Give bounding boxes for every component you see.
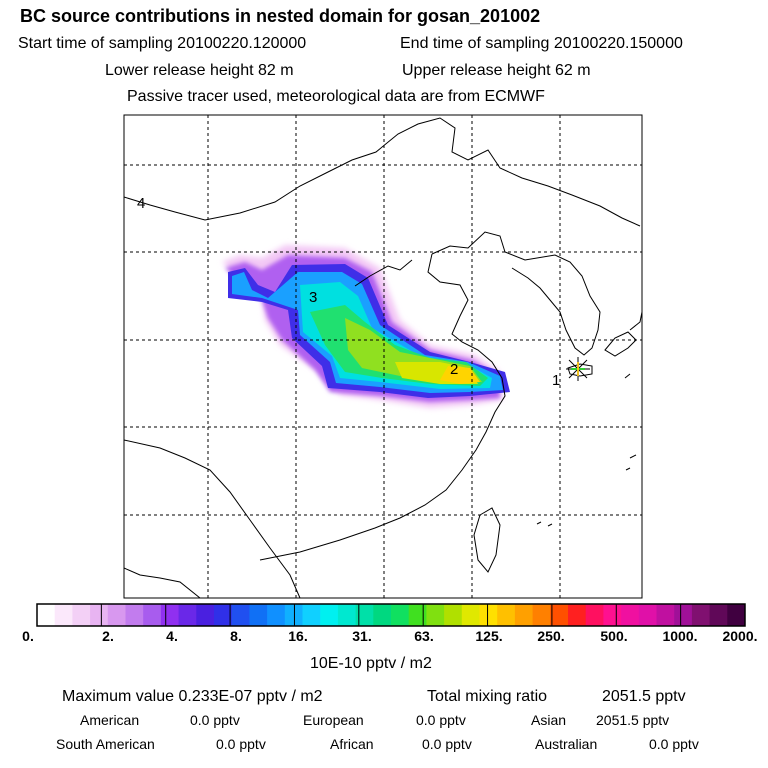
colorbar-tick: 2. xyxy=(102,628,114,644)
colorbar-swatch xyxy=(461,604,480,626)
tracer-note: Passive tracer used, meteorological data… xyxy=(127,88,545,105)
colorbar-swatch xyxy=(709,604,728,626)
colorbar-tick: 2000. xyxy=(722,628,758,644)
end-time: End time of sampling 20100220.150000 xyxy=(400,35,683,52)
colorbar-tick: 0. xyxy=(22,628,34,644)
colorbar-swatch xyxy=(196,604,215,626)
colorbar-swatch xyxy=(444,604,463,626)
lat-lon-grid xyxy=(124,115,642,598)
colorbar-swatch xyxy=(284,604,303,626)
colorbar xyxy=(36,603,746,627)
source-value: 0.0 pptv xyxy=(416,712,466,728)
colorbar-swatch xyxy=(674,604,693,626)
colorbar-swatch xyxy=(691,604,711,626)
concentration-plume xyxy=(222,245,510,408)
colorbar-unit: 10E-10 pptv / m2 xyxy=(310,655,432,672)
colorbar-swatch xyxy=(514,604,534,626)
colorbar-swatch xyxy=(214,604,233,626)
source-value: 0.0 pptv xyxy=(216,736,266,752)
colorbar-swatch xyxy=(497,604,516,626)
colorbar-swatch xyxy=(231,604,250,626)
colorbar-swatch xyxy=(54,604,73,626)
colorbar-swatch xyxy=(727,604,746,626)
colorbar-swatch xyxy=(532,604,551,626)
map-label-3: 3 xyxy=(309,289,318,306)
colorbar-swatch xyxy=(249,604,268,626)
source-name: European xyxy=(303,712,364,728)
colorbar-swatch xyxy=(355,604,374,626)
source-name: Australian xyxy=(535,736,598,752)
colorbar-swatch xyxy=(143,604,162,626)
source-value: 0.0 pptv xyxy=(422,736,472,752)
colorbar-tick: 250. xyxy=(537,628,565,644)
total-mixing-ratio-value: 2051.5 pptv xyxy=(602,688,686,705)
lower-release-height: Lower release height 82 m xyxy=(105,62,294,79)
colorbar-tick: 125. xyxy=(475,628,503,644)
colorbar-swatch xyxy=(550,604,569,626)
colorbar-tick: 1000. xyxy=(662,628,698,644)
colorbar-swatch xyxy=(603,604,622,626)
colorbar-swatch xyxy=(178,604,197,626)
map-label-4: 4 xyxy=(137,195,146,212)
colorbar-swatch xyxy=(656,604,675,626)
plot-title: BC source contributions in nested domain… xyxy=(20,6,541,26)
colorbar-swatch xyxy=(107,604,126,626)
colorbar-swatch xyxy=(638,604,657,626)
total-mixing-ratio-label: Total mixing ratio xyxy=(427,688,548,705)
maximum-value: Maximum value 0.233E-07 pptv / m2 xyxy=(62,688,323,705)
receptor-star-icon xyxy=(566,357,590,381)
colorbar-swatch xyxy=(267,604,286,626)
colorbar-swatch xyxy=(302,604,321,626)
colorbar-swatch xyxy=(337,604,357,626)
colorbar-tick: 8. xyxy=(230,628,242,644)
source-name: African xyxy=(330,736,374,752)
colorbar-swatch xyxy=(426,604,445,626)
colorbar-frame xyxy=(36,603,746,627)
map-frame xyxy=(123,114,643,599)
colorbar-tick: 500. xyxy=(600,628,628,644)
colorbar-tick: 4. xyxy=(166,628,178,644)
colorbar-swatch xyxy=(373,604,392,626)
colorbar-swatch xyxy=(391,604,410,626)
source-value: 2051.5 pptv xyxy=(596,712,670,728)
colorbar-swatch xyxy=(320,604,339,626)
map-label-2: 2 xyxy=(450,361,459,378)
colorbar-swatch xyxy=(72,604,91,626)
colorbar-swatch xyxy=(125,604,144,626)
colorbar-swatch xyxy=(479,604,498,626)
map-label-1: 1 xyxy=(552,372,561,389)
coastlines xyxy=(123,117,643,599)
colorbar-tick: 63. xyxy=(414,628,434,644)
source-name: American xyxy=(80,712,140,728)
colorbar-tick: 16. xyxy=(288,628,308,644)
colorbar-swatch xyxy=(621,604,640,626)
start-time: Start time of sampling 20100220.120000 xyxy=(18,35,307,52)
colorbar-swatch xyxy=(160,604,180,626)
upper-release-height: Upper release height 62 m xyxy=(402,62,591,79)
colorbar-swatch xyxy=(90,604,109,626)
source-value: 0.0 pptv xyxy=(649,736,699,752)
colorbar-swatch xyxy=(408,604,427,626)
colorbar-swatch xyxy=(37,604,56,626)
colorbar-tick: 31. xyxy=(352,628,372,644)
source-name: South American xyxy=(56,736,155,752)
colorbar-swatch xyxy=(585,604,604,626)
colorbar-swatch xyxy=(568,604,587,626)
source-value: 0.0 pptv xyxy=(190,712,240,728)
source-name: Asian xyxy=(531,712,567,728)
